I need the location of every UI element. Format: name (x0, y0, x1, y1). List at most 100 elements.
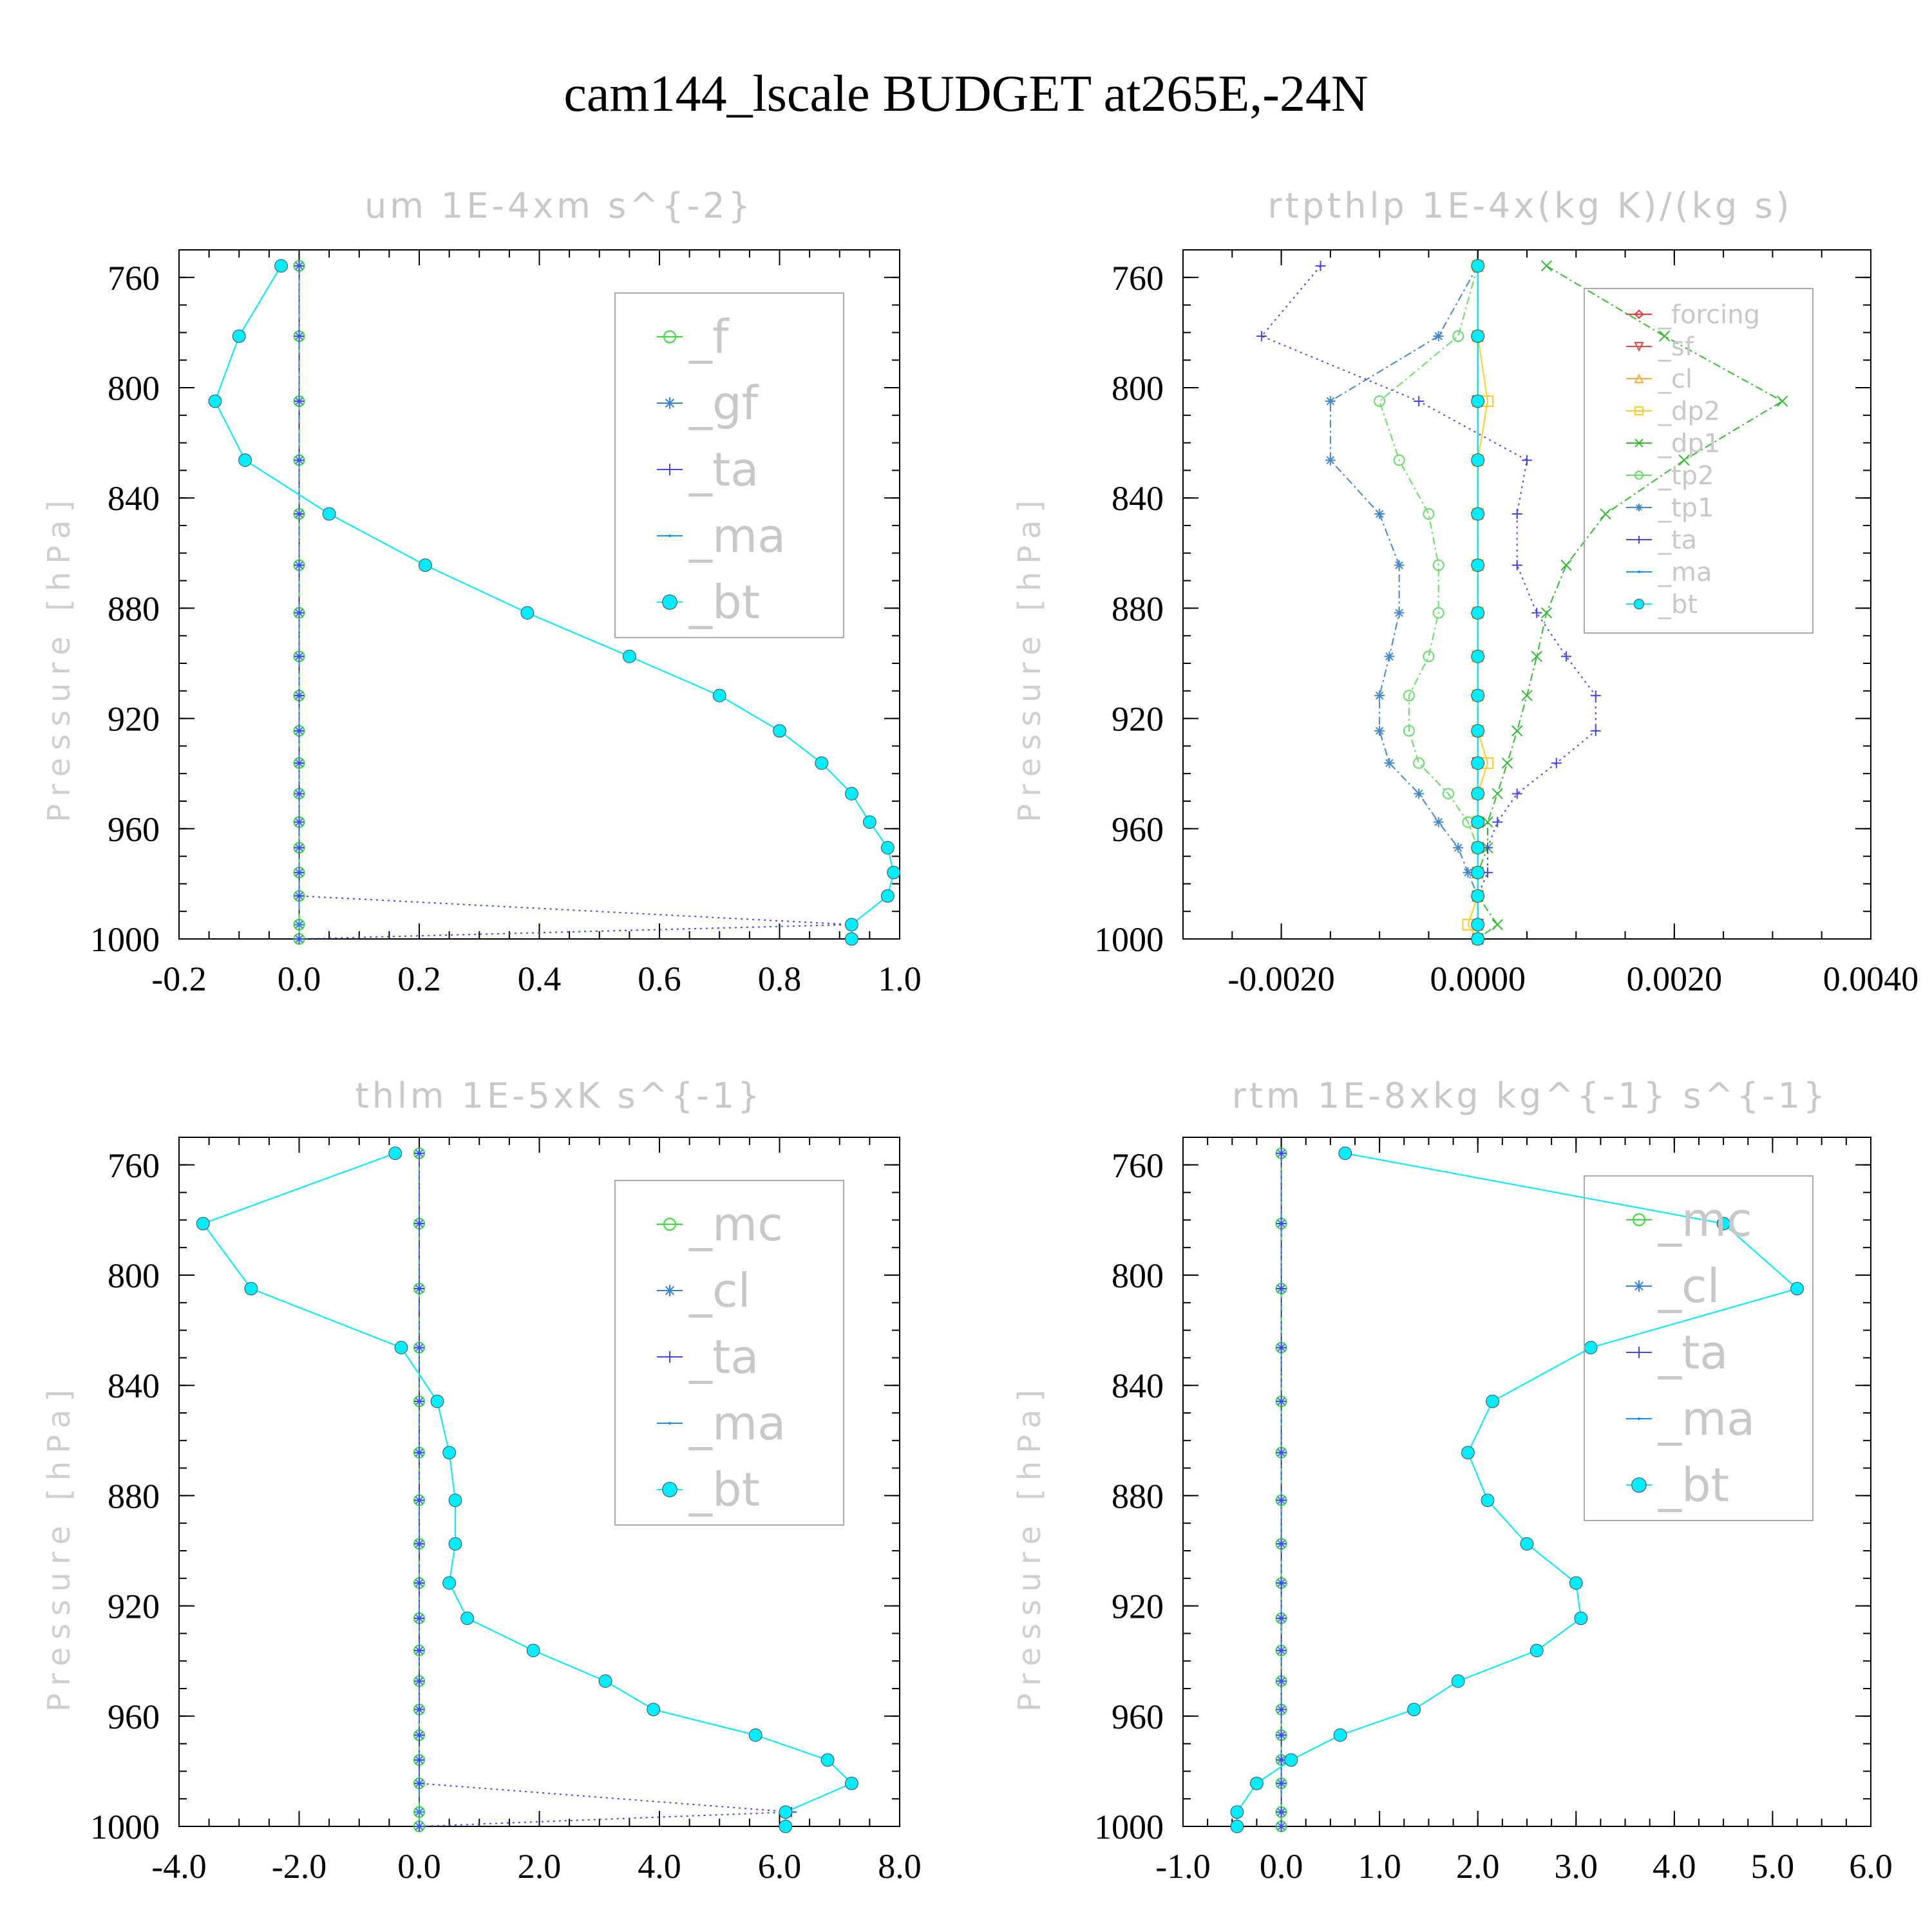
x-tick-label: 1.0 (1358, 1847, 1401, 1886)
data-point-dp1 (1521, 690, 1533, 701)
data-point-ta (414, 1495, 424, 1506)
data-point-bt (647, 1703, 661, 1716)
data-point-bt (1471, 507, 1485, 521)
legend-marker-bt (662, 1482, 677, 1497)
data-point-tp2 (1393, 454, 1405, 466)
data-point-bt (448, 1493, 462, 1508)
legend-label: _cl (1658, 365, 1692, 394)
data-point-bt (1471, 866, 1485, 880)
data-point-bt (232, 329, 246, 343)
legend-label: _ta (688, 1330, 759, 1384)
data-point-bt (845, 932, 858, 946)
data-point-tp1 (1433, 817, 1444, 828)
y-tick-label: 920 (1112, 700, 1164, 739)
plot-frame (1182, 249, 1871, 940)
data-point-dp1 (1776, 395, 1788, 407)
y-tick-label: 880 (1112, 1477, 1164, 1515)
data-point-bt (1451, 1674, 1465, 1688)
data-point-ta (294, 817, 305, 828)
legend-label: _ma (1658, 558, 1712, 587)
data-point-bt (520, 606, 535, 620)
legend-marker-ta (664, 1351, 676, 1363)
y-tick-label: 760 (108, 259, 160, 298)
data-point-ta (294, 509, 305, 520)
y-axis-label: Pressure [hPa] (1012, 1382, 1048, 1712)
data-point-ta (294, 260, 305, 271)
legend-marker-tp1 (1635, 504, 1643, 511)
data-point-tp2 (1374, 395, 1386, 407)
data-point-ta (1276, 1676, 1287, 1687)
data-point-bt (748, 1728, 762, 1742)
data-point-bt (1471, 688, 1485, 703)
data-point-ta (414, 1730, 424, 1741)
y-axis-label: Pressure [hPa] (41, 493, 77, 822)
x-tick-label: 1.0 (878, 960, 922, 998)
data-point-ta (414, 1342, 424, 1353)
data-point-tp2 (1413, 757, 1425, 769)
data-point-bt (1584, 1341, 1598, 1354)
data-point-ta (1315, 260, 1326, 271)
x-tick-label: 4.0 (1653, 1847, 1696, 1886)
x-tick-label: -2.0 (272, 1847, 327, 1886)
data-point-cl (414, 1806, 424, 1817)
legend-label: _cl (688, 1264, 751, 1318)
y-axis-label: Pressure [hPa] (41, 1382, 77, 1712)
data-point-bt (598, 1674, 612, 1688)
data-point-ta (294, 934, 305, 944)
data-point-bt (1471, 787, 1485, 800)
series-line-tp1 (1329, 265, 1479, 939)
data-point-bt (1481, 1493, 1495, 1508)
data-point-dp1 (1482, 816, 1493, 828)
data-point-ta (294, 842, 305, 853)
legend-label: _sf (1658, 332, 1694, 362)
data-point-ta (1276, 1704, 1287, 1715)
data-point-ta (1276, 1342, 1287, 1353)
legend-label: _ma (688, 509, 786, 563)
legend-marker-ta (664, 464, 676, 475)
y-tick-label: 960 (108, 1698, 160, 1736)
data-point-dp1 (1501, 757, 1513, 769)
y-tick-label: 960 (108, 810, 160, 849)
data-point-tp2 (1423, 508, 1435, 520)
y-tick-label: 960 (1112, 810, 1164, 849)
data-point-bt (238, 453, 252, 467)
y-axis-label: Pressure [hPa] (1012, 493, 1048, 822)
data-point-ta (1276, 1730, 1287, 1741)
legend-marker-cl (664, 1285, 676, 1296)
legend-label: _forcing (1658, 300, 1760, 330)
data-point-bt (880, 840, 895, 855)
panel-title: um 1E-4xm s^{-2} (365, 185, 753, 226)
legend-label: _bt (1658, 1458, 1729, 1512)
legend-label: _dp1 (1658, 429, 1720, 459)
panel-thlm: thlm 1E-5xK s^{-1} Pressure [hPa] -4.0 -2… (41, 1075, 922, 1886)
data-point-bt (1471, 649, 1485, 663)
legend-marker-gf (664, 397, 676, 409)
y-tick-label: 840 (1112, 479, 1164, 518)
plot-area (1230, 1146, 1804, 1833)
legend: _forcing_sf _cl _dp2 _dp1_tp2_tp1 _ta _ma _bt (1584, 288, 1814, 634)
data-point-bt (779, 1805, 793, 1819)
legend-marker-bt (1631, 1477, 1647, 1493)
data-point-ta (414, 1539, 424, 1549)
data-point-tp2 (1442, 788, 1454, 800)
data-point-ta (1522, 455, 1532, 466)
data-point-bt (1530, 1643, 1544, 1658)
data-point-ta (294, 395, 305, 406)
data-point-bt (887, 866, 901, 880)
legend-box (1584, 1175, 1814, 1521)
data-point-bt (1471, 840, 1485, 855)
panel-um: um 1E-4xm s^{-2} Pressure [hPa] -0.2 0.0 0… (41, 185, 922, 998)
series-line-ma (214, 265, 895, 939)
legend-marker-forcing (1634, 309, 1644, 319)
data-point-bt (526, 1643, 540, 1658)
y-tick-label: 760 (1112, 1146, 1164, 1185)
panel-title: rtpthlp 1E-4x(kg K)/(kg s) (1267, 185, 1792, 226)
data-point-bt (1471, 889, 1485, 903)
data-point-ta (294, 651, 305, 662)
y-tick-label: 760 (1112, 259, 1164, 298)
legend-marker-mc (1633, 1213, 1645, 1226)
data-point-bt (430, 1394, 444, 1408)
data-point-tp1 (1394, 560, 1405, 571)
y-tick-label: 880 (1112, 589, 1164, 628)
data-point-tp2 (1432, 559, 1444, 571)
